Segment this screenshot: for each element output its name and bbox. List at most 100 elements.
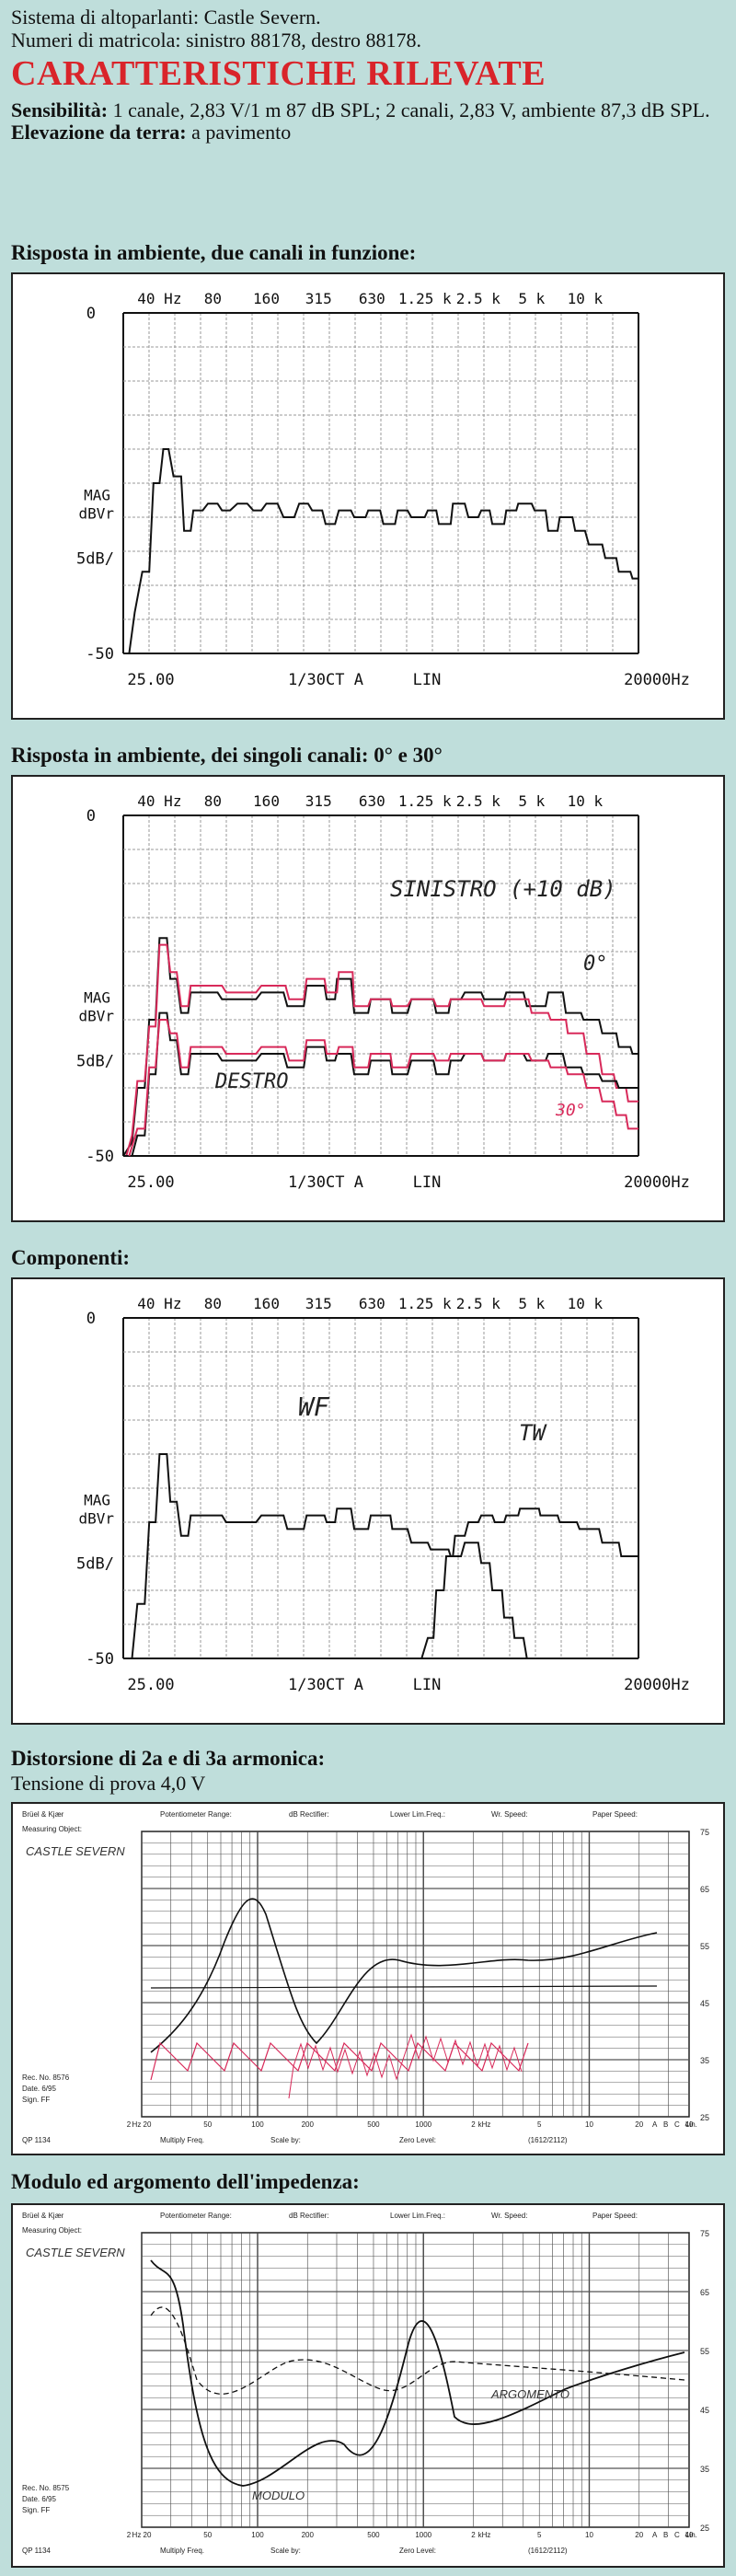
sheet-freq-tick: 5 [537, 2531, 542, 2539]
sheet-right-tick: 45 [700, 2406, 709, 2415]
chart4-title: Distorsione di 2a e di 3a armonica: [11, 1747, 326, 1770]
y-axis-label: MAG [84, 989, 110, 1007]
chart4-subtitle: Tensione di prova 4,0 V [11, 1772, 206, 1795]
sheet-right-tick: 75 [700, 2229, 709, 2238]
sheet-freq-tick: 50 [203, 2531, 212, 2539]
serial-numbers: Numeri di matricola: sinistro 88178, des… [11, 29, 422, 52]
sheet-measuring-object: Measuring Object: [22, 1825, 82, 1833]
sheet-weight-tick: Lin. [685, 2120, 697, 2129]
chart2-svg: 40 Hz 80 160 315 630 1.25 k 2.5 k 5 k 10 k 0 5dB/ -… [76, 792, 690, 1192]
sheet-header-label: Potentiometer Range: [160, 1810, 232, 1819]
top-tick-label: 40 Hz [137, 792, 181, 810]
bottom-axis-label: 20000Hz [624, 671, 690, 689]
sheet-sign-label: Sign. FF [22, 2096, 50, 2104]
bottom-axis-label: LIN [413, 1676, 442, 1694]
annotation-modulo: MODULO [252, 2489, 305, 2502]
bottom-axis-label: 25.00 [127, 1676, 174, 1694]
y-tick-label: -50 [86, 645, 114, 664]
bottom-axis-label: 1/30CT A [288, 1676, 363, 1694]
distortion-sheet-svg: Brüel & Kjær Potentiometer Range: dB Recti… [22, 1810, 709, 2144]
series-line-1 [420, 1507, 638, 1659]
top-tick-label: 80 [204, 290, 222, 307]
top-tick-label: 5 k [518, 1295, 545, 1312]
sheet-header-label: Brüel & Kjær [22, 1810, 64, 1819]
chart5-title: Modulo ed argomento dell'impedenza: [11, 2170, 360, 2193]
chart5-panel: Brüel & Kjær Potentiometer Range: dB Recti… [11, 2203, 725, 2568]
sheet-freq-tick: 40 [685, 2531, 694, 2539]
top-tick-label: 5 k [518, 290, 545, 307]
distortion-trace-fundamental [150, 1898, 658, 2053]
sheet-footer-label: Zero Level: [399, 2136, 436, 2144]
sheet-freq-tick: 500 [367, 2531, 380, 2539]
sheet-freq-tick: 20 [635, 2120, 643, 2129]
sheet-header-label: dB Rectifier: [289, 2212, 329, 2220]
distortion-trace-level [150, 1985, 658, 1989]
bottom-axis-label: 25.00 [127, 1173, 174, 1192]
top-tick-label: 630 [359, 792, 385, 810]
sheet-freq-tick: 500 [367, 2120, 380, 2129]
chart4-panel: Brüel & Kjær Potentiometer Range: dB Recti… [11, 1802, 725, 2155]
chart2-panel: 40 Hz 80 160 315 630 1.25 k 2.5 k 5 k 10 k 0 5dB/ -… [11, 775, 725, 1222]
sensitivity-label: Sensibilità: [11, 98, 109, 121]
series-line-0 [123, 1453, 528, 1659]
sheet-object-handwritten: CASTLE SEVERN [26, 2246, 125, 2259]
y-tick-label: -50 [86, 1650, 114, 1669]
top-tick-label: 2.5 k [456, 792, 501, 810]
sheet-freq-tick: 2 [127, 2531, 132, 2539]
sheet-right-tick: 35 [700, 2056, 709, 2065]
y-axis-label: dBVr [78, 505, 114, 523]
sheet-freq-tick: 10 [585, 2120, 593, 2129]
chart1-svg: 40 Hz 80 160 315 630 1.25 k 2.5 k 5 k 10 k 0 5dB/ -… [76, 290, 690, 689]
top-tick-label: 40 Hz [137, 290, 181, 307]
chart3-svg: 40 Hz 80 160 315 630 1.25 k 2.5 k 5 k 10 k 0 5dB/ -… [76, 1295, 690, 1694]
bottom-axis-label: 25.00 [127, 671, 174, 689]
elevation: Elevazione da terra: a pavimento [11, 121, 725, 144]
sheet-header-label: Potentiometer Range: [160, 2212, 232, 2220]
sheet-freq-tick: 200 [302, 2120, 315, 2129]
series-line-3 [128, 1019, 638, 1157]
sheet-object-handwritten: CASTLE SEVERN [26, 1844, 125, 1858]
sheet-header-label: Paper Speed: [592, 2212, 638, 2220]
sheet-freq-tick: kHz [478, 2531, 491, 2539]
top-tick-label: 10 k [568, 792, 604, 810]
sheet-footer-label: Scale by: [270, 2136, 301, 2144]
sheet-footer-label: Multiply Freq. [160, 2136, 204, 2144]
y-tick-label: 5dB/ [76, 549, 114, 568]
top-tick-label: 10 k [568, 1295, 604, 1312]
top-tick-label: 1.25 k [398, 792, 452, 810]
sheet-right-tick: 75 [700, 1828, 709, 1837]
impedance-sheet-svg: Brüel & Kjær Potentiometer Range: dB Recti… [22, 2212, 709, 2555]
series-line-1 [125, 943, 638, 1157]
top-tick-label: 160 [253, 1295, 280, 1312]
sheet-date-label: Date. 6/95 [22, 2495, 56, 2503]
sheet-rec-label: Rec. No. 8575 [22, 2484, 70, 2492]
bottom-axis-label: 1/30CT A [288, 671, 363, 689]
sheet-header-label: Wr. Speed: [491, 1810, 527, 1819]
sheet-right-tick: 65 [700, 1885, 709, 1894]
sheet-footer-label: (1612/2112) [528, 2547, 568, 2555]
sheet-frame [141, 2232, 690, 2528]
sheet-freq-tick: 2 [471, 2531, 476, 2539]
distortion-trace-2nd-harmonic [150, 2041, 529, 2081]
bottom-axis-label: 20000Hz [624, 1173, 690, 1192]
sheet-header-label: Lower Lim.Freq.: [390, 2212, 445, 2220]
annotation-0deg: 0° [583, 953, 608, 976]
top-tick-label: 1.25 k [398, 1295, 452, 1312]
top-tick-label: 315 [305, 1295, 332, 1312]
bottom-axis-label: LIN [413, 671, 442, 689]
impedance-modulus-trace [150, 2259, 685, 2487]
top-tick-label: 80 [204, 1295, 222, 1312]
chart3-panel: 40 Hz 80 160 315 630 1.25 k 2.5 k 5 k 10 k 0 5dB/ -… [11, 1277, 725, 1725]
sheet-freq-tick: Hz 20 [132, 2531, 152, 2539]
top-tick-label: 10 k [568, 290, 604, 307]
sheet-right-tick: 45 [700, 1999, 709, 2008]
impedance-phase-trace [150, 2306, 685, 2395]
sheet-freq-tick: kHz [478, 2120, 491, 2129]
sheet-freq-tick: 10 [585, 2531, 593, 2539]
annotation-destro: DESTRO [214, 1070, 288, 1093]
sheet-freq-tick: 5 [537, 2120, 542, 2129]
y-tick-label: -50 [86, 1148, 114, 1166]
top-tick-label: 315 [305, 792, 332, 810]
top-tick-label: 630 [359, 1295, 385, 1312]
header: Sistema di altoparlanti: Castle Severn. … [11, 6, 725, 144]
